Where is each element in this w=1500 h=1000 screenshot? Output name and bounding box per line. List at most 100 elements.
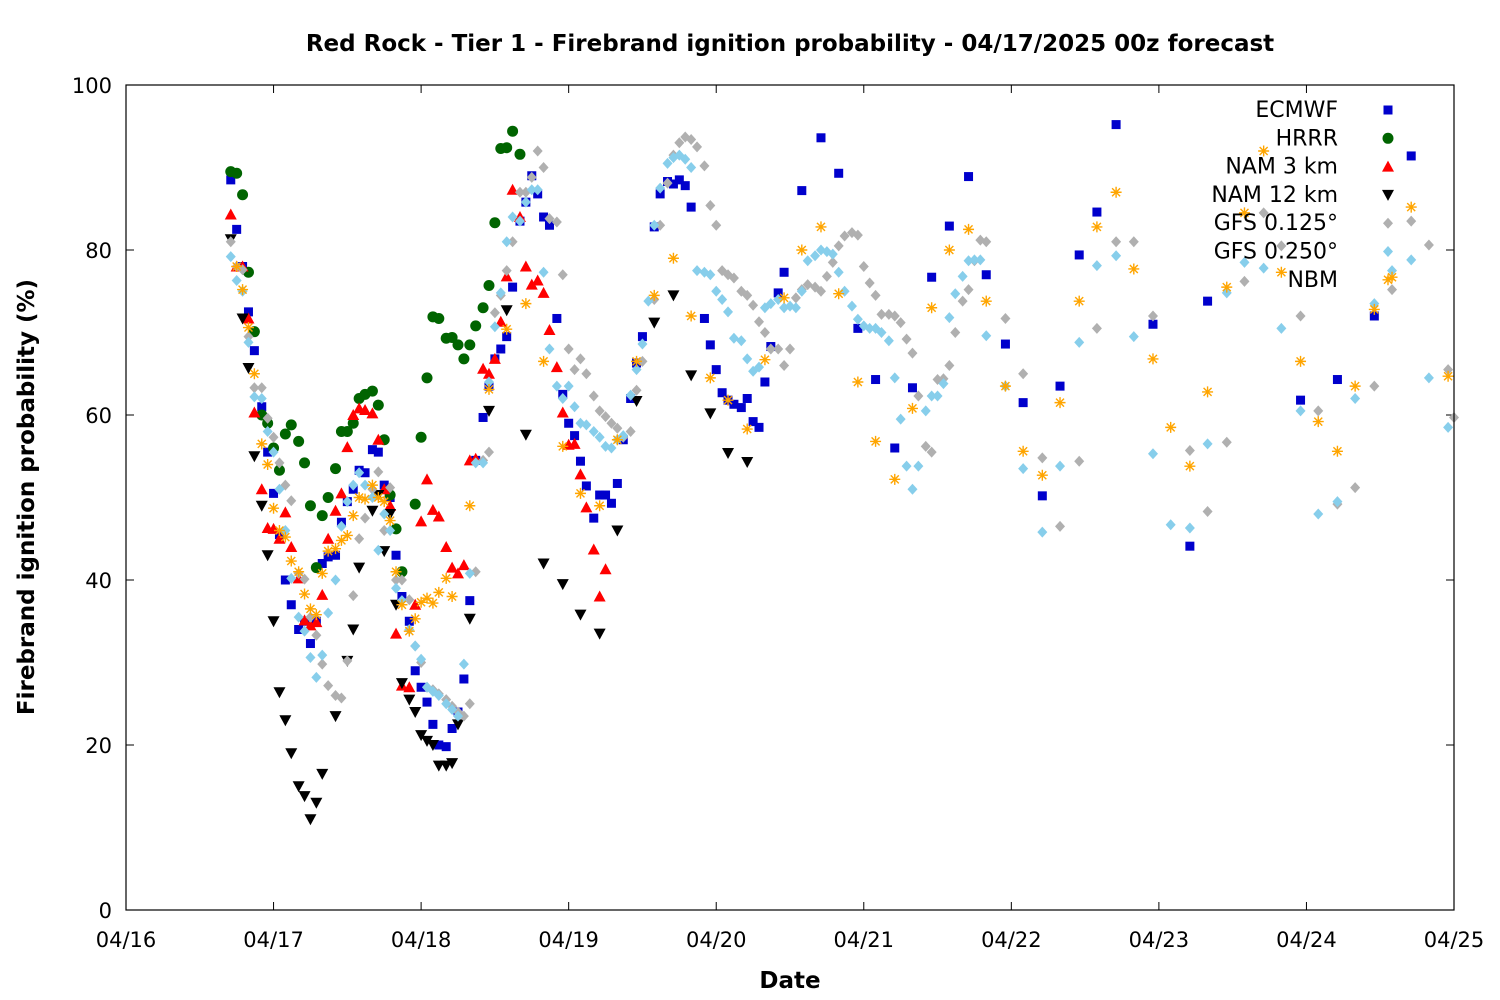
y-tick-label: 40 — [85, 569, 112, 593]
data-point — [1037, 452, 1048, 464]
data-point — [748, 417, 758, 427]
data-point — [262, 459, 274, 470]
data-point — [317, 559, 327, 568]
data-point — [422, 697, 432, 707]
data-point — [483, 279, 495, 291]
data-point — [269, 488, 279, 498]
x-tick-label: 04/23 — [1129, 928, 1190, 952]
data-point — [1147, 353, 1159, 365]
data-point — [736, 403, 746, 413]
data-point — [348, 479, 359, 491]
data-point — [478, 457, 489, 469]
x-tick-label: 04/19 — [538, 928, 599, 952]
data-point — [810, 250, 821, 262]
data-point — [478, 412, 488, 422]
data-point — [236, 313, 249, 325]
data-point — [601, 490, 611, 500]
data-point — [248, 451, 261, 463]
data-point — [304, 603, 316, 615]
data-point — [569, 364, 580, 376]
legend: ECMWF HRRR NAM 3 km NAM 12 km GFS 0.125° GFS … — [1211, 98, 1394, 293]
legend-marker — [1382, 132, 1394, 144]
data-point — [273, 525, 285, 536]
data-point — [341, 441, 354, 453]
data-point — [1147, 310, 1158, 322]
data-point — [773, 343, 784, 355]
data-point — [655, 189, 665, 199]
data-point — [434, 740, 444, 750]
data-point — [802, 255, 813, 267]
data-point — [248, 326, 260, 338]
data-point — [537, 286, 550, 298]
data-point — [249, 382, 260, 394]
data-point — [563, 380, 574, 392]
data-point — [379, 525, 390, 536]
data-point — [920, 440, 931, 452]
data-point — [932, 390, 943, 402]
data-point — [273, 687, 286, 699]
data-point — [409, 598, 422, 610]
data-point — [310, 797, 323, 809]
data-point — [299, 457, 311, 469]
data-point — [1406, 254, 1417, 266]
data-point — [360, 479, 371, 491]
data-point — [1369, 380, 1380, 392]
data-point — [537, 558, 550, 570]
data-point — [852, 229, 863, 241]
data-point — [570, 431, 580, 441]
data-point — [975, 254, 986, 266]
x-axis-label: Date — [759, 968, 820, 994]
data-point — [432, 510, 445, 522]
data-point — [359, 404, 372, 416]
legend-label: NAM 12 km — [1211, 183, 1338, 208]
data-point — [226, 175, 236, 185]
data-point — [225, 236, 236, 248]
data-point — [981, 236, 992, 248]
data-point — [360, 512, 371, 524]
data-point — [1258, 207, 1269, 219]
data-point — [477, 362, 490, 374]
data-point — [507, 236, 518, 248]
data-point — [637, 332, 647, 342]
data-point — [477, 302, 489, 314]
data-point — [765, 298, 776, 310]
legend-label: NBM — [1287, 268, 1338, 293]
data-point — [748, 299, 759, 311]
data-point — [557, 393, 568, 404]
data-point — [963, 284, 974, 296]
data-point — [464, 567, 475, 579]
data-point — [890, 443, 900, 453]
data-point — [489, 307, 500, 319]
data-point — [310, 616, 323, 628]
data-point — [574, 468, 587, 480]
data-point — [335, 534, 347, 546]
data-point — [501, 265, 512, 277]
data-point — [1184, 444, 1195, 456]
data-point — [543, 324, 556, 336]
data-point — [594, 431, 605, 443]
data-point — [354, 467, 365, 479]
data-point — [322, 532, 335, 544]
data-point — [330, 463, 342, 475]
data-point — [692, 265, 703, 277]
data-point — [606, 417, 617, 429]
data-point — [913, 390, 924, 402]
data-point — [1185, 541, 1195, 551]
data-point — [1037, 526, 1048, 538]
data-point — [440, 541, 453, 552]
data-point — [864, 322, 875, 334]
data-point — [335, 487, 348, 499]
data-point — [742, 289, 753, 301]
data-point — [391, 582, 402, 594]
data-point — [999, 380, 1011, 392]
data-point — [595, 490, 605, 500]
data-point — [625, 426, 636, 437]
data-point — [741, 423, 753, 435]
data-point — [353, 562, 366, 574]
y-tick-label: 60 — [85, 404, 112, 428]
data-point — [944, 312, 955, 324]
data-point — [606, 498, 616, 508]
data-point — [926, 446, 937, 458]
data-point — [1184, 522, 1195, 534]
data-point — [581, 481, 591, 491]
